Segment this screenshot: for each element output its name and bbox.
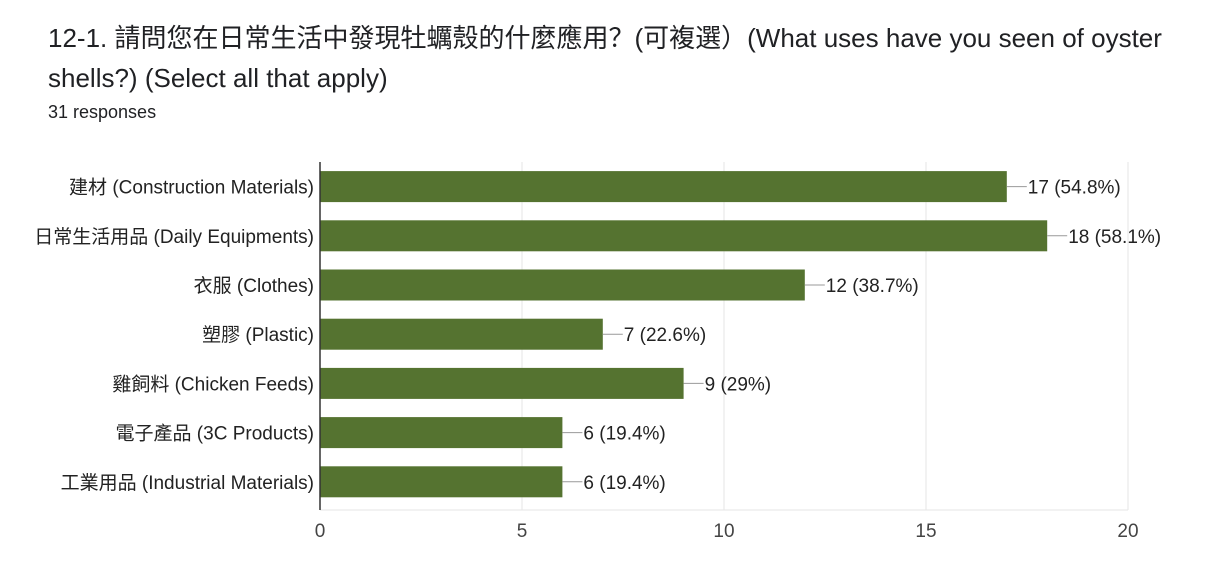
category-label: 電子產品 (3C Products) — [116, 423, 314, 445]
x-tick-label: 5 — [517, 521, 528, 542]
category-label: 衣服 (Clothes) — [194, 275, 314, 297]
category-label: 工業用品 (Industrial Materials) — [61, 472, 314, 494]
x-tick-label: 0 — [315, 521, 326, 542]
value-label: 6 (19.4%) — [583, 473, 665, 494]
category-label: 雞飼料 (Chicken Feeds) — [112, 373, 314, 395]
x-tick-label: 20 — [1117, 521, 1138, 542]
x-tick-label: 15 — [915, 521, 936, 542]
category-label: 日常生活用品 (Daily Equipments) — [34, 226, 314, 248]
value-label: 7 (22.6%) — [624, 325, 706, 346]
category-label: 建材 (Construction Materials) — [69, 177, 314, 199]
bar — [320, 367, 684, 399]
bar — [320, 466, 563, 498]
bar — [320, 269, 805, 301]
value-label: 17 (54.8%) — [1028, 178, 1121, 199]
x-tick-label: 10 — [713, 521, 734, 542]
bar — [320, 417, 563, 449]
chart-title: 12-1. 請問您在日常生活中發現牡蠣殼的什麼應用？(可複選）(What use… — [48, 23, 1162, 93]
value-label: 12 (38.7%) — [826, 276, 919, 297]
value-label: 18 (58.1%) — [1068, 227, 1161, 248]
category-label: 塑膠 (Plastic) — [202, 324, 314, 346]
bar — [320, 171, 1007, 203]
value-label: 6 (19.4%) — [583, 424, 665, 445]
response-count: 31 responses — [48, 102, 157, 122]
bar — [320, 220, 1048, 252]
value-label: 9 (29%) — [705, 374, 772, 395]
bar — [320, 318, 603, 350]
